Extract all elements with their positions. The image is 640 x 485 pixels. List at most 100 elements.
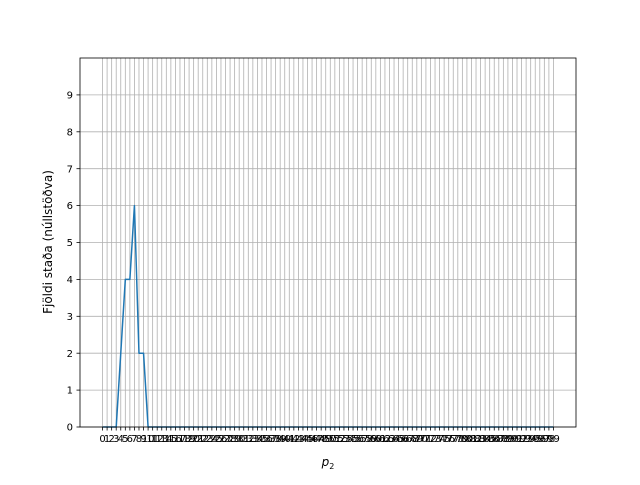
x-tick-label: 26 [215,434,228,445]
x-tick-label: 47 [310,434,323,445]
x-tick-label: 49 [319,434,332,445]
x-axis-label: p2 [321,455,335,471]
x-tick-label: 56 [351,434,364,445]
x-tick-label: 8 [136,434,142,445]
x-tick-label: 24 [205,434,218,445]
x-tick-label: 92 [515,434,528,445]
y-tick-label: 9 [67,91,73,102]
x-tick-label: 79 [456,434,469,445]
x-tick-label: 44 [297,434,310,445]
x-tick-label: 62 [379,434,392,445]
x-tick-label: 80 [461,434,474,445]
x-tick-label: 33 [246,434,259,445]
y-tick-label: 8 [67,127,73,138]
x-tick-label: 39 [274,434,287,445]
x-tick-label: 93 [520,434,533,445]
x-tick-label: 12 [151,434,164,445]
x-tick-label: 73 [429,434,442,445]
x-tick-label: 46 [306,434,319,445]
x-tick-label: 42 [287,434,300,445]
x-tick-label: 84 [479,434,492,445]
x-tick-label: 76 [442,434,455,445]
x-tick-label: 13 [155,434,168,445]
tick-layer: 0123456789101112131415161718192021222324… [67,91,560,446]
x-tick-label: 38 [269,434,282,445]
y-axis-label: Fjöldi staða (núllstöðva) [41,170,55,314]
x-tick-label: 34 [251,434,264,445]
x-tick-label: 4 [118,434,124,445]
x-tick-label: 0 [99,434,105,445]
x-tick-label: 21 [192,434,205,445]
x-tick-label: 63 [383,434,396,445]
x-tick-label: 94 [524,434,537,445]
x-tick-label: 78 [451,434,464,445]
y-tick-label: 2 [67,349,73,360]
x-tick-label: 35 [256,434,269,445]
x-tick-label: 17 [174,434,187,445]
x-tick-label: 77 [447,434,460,445]
x-tick-label: 95 [529,434,542,445]
x-tick-label: 36 [260,434,273,445]
x-tick-label: 54 [342,434,355,445]
x-tick-label: 83 [474,434,487,445]
x-tick-label: 10 [142,434,155,445]
x-tick-label: 61 [374,434,387,445]
y-tick-label: 5 [67,238,73,249]
x-tick-label: 16 [169,434,182,445]
x-tick-label: 67 [401,434,414,445]
x-tick-label: 25 [210,434,223,445]
x-tick-label: 32 [242,434,255,445]
x-tick-label: 99 [547,434,560,445]
x-tick-label: 7 [131,434,137,445]
x-tick-label: 6 [127,434,133,445]
x-tick-label: 48 [315,434,328,445]
x-tick-label: 29 [228,434,241,445]
x-tick-label: 52 [333,434,346,445]
x-tick-label: 23 [201,434,214,445]
x-tick-label: 69 [410,434,423,445]
x-tick-label: 2 [108,434,114,445]
x-tick-label: 22 [196,434,209,445]
x-tick-label: 88 [497,434,510,445]
x-tick-label: 71 [420,434,433,445]
x-tick-label: 74 [433,434,446,445]
x-tick-label: 1 [104,434,110,445]
x-tick-label: 82 [470,434,483,445]
x-tick-label: 30 [233,434,246,445]
x-tick-label: 58 [360,434,373,445]
x-tick-label: 55 [347,434,360,445]
x-axis-label-subscript: 2 [329,462,334,471]
x-tick-label: 28 [224,434,237,445]
x-tick-label: 70 [415,434,428,445]
x-tick-label: 19 [183,434,196,445]
x-tick-label: 66 [397,434,410,445]
x-tick-label: 68 [406,434,419,445]
x-tick-label: 45 [301,434,314,445]
x-tick-label: 90 [506,434,519,445]
y-tick-label: 6 [67,201,73,212]
x-tick-label: 60 [369,434,382,445]
x-tick-label: 50 [324,434,337,445]
y-tick-label: 0 [67,423,73,434]
x-tick-label: 65 [392,434,405,445]
y-tick-label: 4 [67,275,73,286]
x-tick-label: 98 [543,434,556,445]
x-tick-label: 43 [292,434,305,445]
y-tick-label: 7 [67,164,73,175]
x-tick-label: 5 [122,434,128,445]
x-tick-label: 20 [187,434,200,445]
x-tick-label: 31 [237,434,250,445]
x-tick-label: 37 [265,434,278,445]
x-tick-label: 15 [164,434,177,445]
x-tick-label: 96 [533,434,546,445]
x-tick-label: 97 [538,434,551,445]
x-tick-label: 9 [140,434,146,445]
x-tick-label: 64 [388,434,401,445]
y-tick-label: 1 [67,386,73,397]
y-tick-label: 3 [67,312,73,323]
x-tick-label: 91 [511,434,524,445]
x-tick-label: 87 [492,434,505,445]
x-tick-label: 51 [328,434,341,445]
x-tick-label: 53 [338,434,351,445]
